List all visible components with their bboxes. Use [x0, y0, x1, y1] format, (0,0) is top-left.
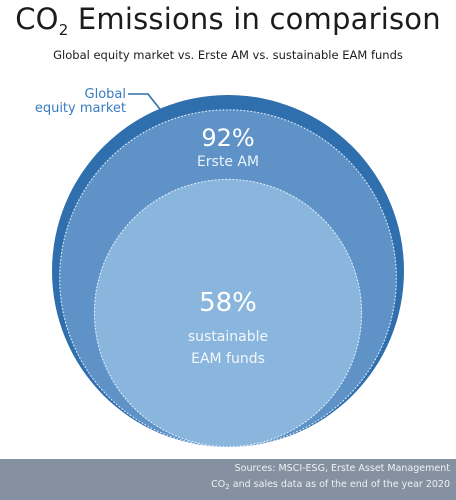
chart-subtitle: Global equity market vs. Erste AM vs. su… [53, 48, 403, 62]
sustainable-value: 58% [199, 288, 257, 318]
title-prefix: CO [15, 2, 59, 36]
sustainable-label-line2: EAM funds [191, 351, 265, 367]
footer-note-suffix: and sales data as of the end of the year… [229, 479, 450, 490]
erste-am-value: 92% [201, 124, 254, 152]
outer-label-line1: Global [85, 87, 126, 102]
footer-note-subscript: 2 [225, 483, 230, 491]
title-suffix: Emissions in comparison [68, 2, 441, 36]
circle-outline-1 [59, 109, 397, 448]
footer-data-note: CO2 and sales data as of the end of the … [211, 479, 450, 491]
footer-sources: Sources: MSCI-ESG, Erste Asset Managemen… [234, 463, 450, 474]
circle-outline-2 [93, 178, 363, 448]
chart-title: CO2 Emissions in comparison [0, 2, 456, 39]
footer-bar: Sources: MSCI-ESG, Erste Asset Managemen… [0, 459, 456, 500]
sustainable-label-line1: sustainable [188, 329, 268, 345]
title-subscript: 2 [58, 21, 69, 39]
circle-2 [93, 178, 363, 447]
erste-am-label: Erste AM [197, 154, 259, 170]
outer-label-line2: equity market [35, 101, 126, 116]
footer-note-prefix: CO [211, 479, 226, 490]
outer-leader-line [128, 93, 164, 114]
